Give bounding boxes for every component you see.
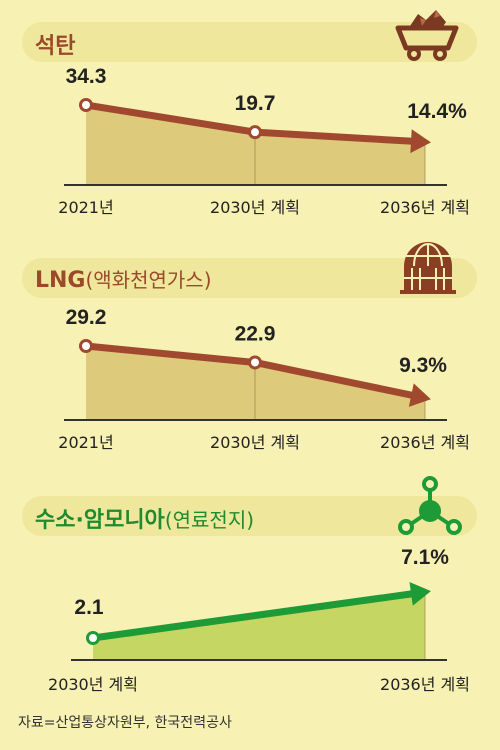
hydrogen-subtitle: (연료전지) xyxy=(164,508,255,532)
hydrogen-title-wrap: 수소·암모니아(연료전지) xyxy=(35,502,254,534)
lng-title-wrap: LNG(액화천연가스) xyxy=(35,264,212,293)
hydrogen-tick-label: 2030년 계획 xyxy=(48,675,138,694)
lng-value-label: 29.2 xyxy=(66,306,107,329)
hydrogen-value-label: 2.1 xyxy=(74,596,104,619)
hydrogen-line xyxy=(92,589,416,642)
coal-title: 석탄 xyxy=(35,34,76,59)
coal-value-label: 19.7 xyxy=(235,92,276,115)
hydrogen-value-label: 7.1% xyxy=(401,546,449,569)
lng-subtitle: (액화천연가스) xyxy=(85,268,212,292)
lng-value-label: 9.3% xyxy=(399,354,447,377)
hydrogen-arrowhead xyxy=(409,582,431,606)
coal-point xyxy=(79,98,93,112)
lng-point xyxy=(79,339,93,353)
hydrogen-point xyxy=(86,631,100,645)
coal-value-label: 14.4% xyxy=(407,100,467,123)
coal-tick-label: 2030년 계획 xyxy=(210,198,300,217)
lng-tick-label: 2030년 계획 xyxy=(210,433,300,452)
coal-arrowhead xyxy=(410,129,431,154)
hydrogen-area xyxy=(93,592,425,660)
lng-tick-label: 2021년 xyxy=(58,433,113,452)
coal-tick-label: 2021년 xyxy=(58,198,113,217)
coal-value-label: 34.3 xyxy=(66,65,107,88)
hydrogen-title: 수소·암모니아 xyxy=(35,508,165,533)
coal-point xyxy=(248,125,262,140)
coal-tick-label: 2036년 계획 xyxy=(380,198,470,217)
hydrogen-tick-label: 2036년 계획 xyxy=(380,675,470,694)
molecule-icon xyxy=(398,476,462,535)
source-note: 자료=산업통상자원부, 한국전력공사 xyxy=(18,715,232,731)
lng-tank-icon xyxy=(400,242,456,294)
lng-arrowhead xyxy=(408,383,431,407)
lng-title: LNG xyxy=(35,268,86,293)
lng-tick-label: 2036년 계획 xyxy=(380,433,470,452)
lng-value-label: 22.9 xyxy=(235,322,276,345)
lng-point xyxy=(248,355,262,370)
coal-cart-icon xyxy=(395,10,459,61)
